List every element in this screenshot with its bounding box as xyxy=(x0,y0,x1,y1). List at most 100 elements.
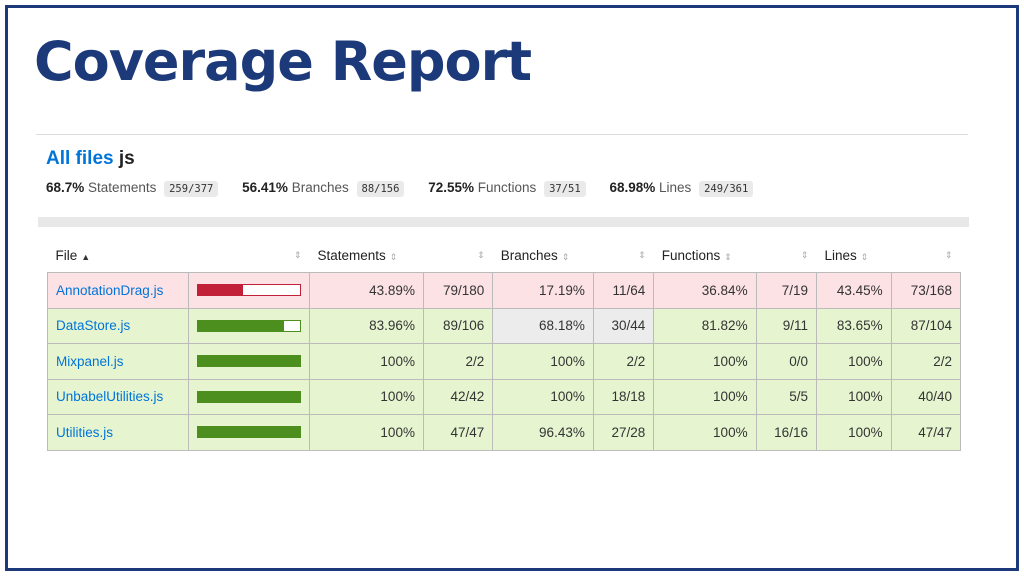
col-statements-frac-header[interactable]: ⇕ xyxy=(423,238,493,273)
branches-fraction: 11/64 xyxy=(592,272,655,309)
summary-label: Branches xyxy=(291,180,349,195)
col-lines-frac-header[interactable]: ⇕ xyxy=(891,238,961,273)
file-link[interactable]: Mixpanel.js xyxy=(47,343,189,380)
coverage-bar-cell xyxy=(188,307,310,344)
coverage-bar xyxy=(197,426,301,439)
statements-pct: 100% xyxy=(309,378,424,415)
coverage-bar-cell xyxy=(188,343,310,380)
functions-pct: 36.84% xyxy=(653,272,757,309)
branches-fraction: 30/44 xyxy=(592,307,655,344)
coverage-bar-cell xyxy=(188,378,310,415)
lines-fraction: 40/40 xyxy=(890,378,962,415)
col-file-header[interactable]: File ▲ xyxy=(47,238,189,273)
summary-pct: 68.7% xyxy=(46,180,85,195)
header-label: Branches xyxy=(500,247,558,263)
table-row: Utilities.js 100% 47/47 96.43% 27/28 100% 16/1… xyxy=(47,414,962,451)
summary-fraction: 259/377 xyxy=(164,181,219,197)
coverage-bar-cell xyxy=(188,414,310,451)
coverage-bar-cell xyxy=(188,272,310,309)
functions-pct: 100% xyxy=(653,378,757,415)
coverage-bar-fill xyxy=(198,427,300,438)
branches-fraction: 27/28 xyxy=(592,414,655,451)
coverage-bar xyxy=(197,390,301,403)
lines-pct: 43.45% xyxy=(815,272,892,309)
col-branches-header[interactable]: Branches ⇕ xyxy=(492,238,594,273)
statements-fraction: 42/42 xyxy=(422,378,494,415)
summary-label: Statements xyxy=(88,180,157,195)
file-link[interactable]: UnbabelUtilities.js xyxy=(47,378,189,415)
statements-pct: 43.89% xyxy=(309,272,424,309)
coverage-bar xyxy=(197,284,301,297)
table-row: DataStore.js 83.96% 89/106 68.18% 30/44 81.82… xyxy=(47,307,962,344)
statements-pct: 100% xyxy=(309,343,424,380)
summary-pct: 68.98% xyxy=(609,180,656,195)
table-row: Mixpanel.js 100% 2/2 100% 2/2 100% 0/0 100% 2/2 xyxy=(47,343,962,380)
statements-pct: 100% xyxy=(309,414,424,451)
statements-fraction: 2/2 xyxy=(422,343,494,380)
file-link[interactable]: Utilities.js xyxy=(47,414,189,451)
header-label: File xyxy=(55,247,78,263)
lines-fraction: 47/47 xyxy=(890,414,962,451)
summary-lines: 68.98% Lines 249/361 xyxy=(609,180,754,197)
breadcrumb-current: js xyxy=(118,148,135,169)
functions-fraction: 9/11 xyxy=(755,307,817,344)
col-functions-header[interactable]: Functions ⇕ xyxy=(653,238,757,273)
header-label: Lines xyxy=(824,247,857,263)
header-label: Functions xyxy=(661,247,721,263)
breadcrumb-all-files-link[interactable]: All files xyxy=(46,148,114,169)
col-file-bar-header[interactable]: ⇕ xyxy=(188,238,310,273)
coverage-bar xyxy=(197,355,301,368)
summary-branches: 56.41% Branches 88/156 xyxy=(242,180,405,197)
summary-statements: 68.7% Statements 259/377 xyxy=(46,180,219,197)
coverage-table: File ▲ ⇕ Statements ⇕ ⇕ Branches ⇕ ⇕ Functi… xyxy=(47,238,962,451)
summary-fraction: 249/361 xyxy=(699,181,754,197)
statements-fraction: 47/47 xyxy=(422,414,494,451)
sort-asc-icon: ▲ xyxy=(81,251,91,262)
sort-icon: ⇕ xyxy=(860,251,869,262)
sort-icon: ⇕ xyxy=(561,251,570,262)
lines-fraction: 87/104 xyxy=(890,307,962,344)
header-label: Statements xyxy=(317,247,386,263)
coverage-bar-fill xyxy=(198,391,300,402)
file-link[interactable]: DataStore.js xyxy=(47,307,189,344)
branches-pct: 17.19% xyxy=(492,272,594,309)
col-functions-frac-header[interactable]: ⇕ xyxy=(756,238,817,273)
summary-fraction: 88/156 xyxy=(356,181,405,197)
branches-pct: 68.18% xyxy=(492,307,594,344)
coverage-bar xyxy=(197,319,301,332)
summary-pct: 72.55% xyxy=(428,180,475,195)
functions-fraction: 5/5 xyxy=(755,378,817,415)
divider xyxy=(36,134,968,135)
sort-icon: ⇕ xyxy=(477,249,485,260)
summary-label: Lines xyxy=(659,180,692,195)
branches-pct: 96.43% xyxy=(492,414,594,451)
branches-pct: 100% xyxy=(492,378,594,415)
lines-fraction: 73/168 xyxy=(890,272,962,309)
sort-icon: ⇕ xyxy=(389,251,398,262)
summary-pct: 56.41% xyxy=(242,180,288,195)
col-statements-header[interactable]: Statements ⇕ xyxy=(309,238,424,273)
lines-fraction: 2/2 xyxy=(890,343,962,380)
functions-pct: 81.82% xyxy=(653,307,757,344)
coverage-bar-fill xyxy=(198,285,243,296)
coverage-summary: 68.7% Statements 259/377 56.41% Branches… xyxy=(46,180,773,197)
sort-icon: ⇕ xyxy=(800,249,809,260)
sort-icon: ⇕ xyxy=(944,249,953,260)
sort-icon: ⇕ xyxy=(724,251,732,262)
branches-fraction: 2/2 xyxy=(592,343,655,380)
functions-fraction: 0/0 xyxy=(755,343,817,380)
summary-functions: 72.55% Functions 37/51 xyxy=(428,180,586,197)
statements-fraction: 89/106 xyxy=(422,307,494,344)
statements-pct: 83.96% xyxy=(309,307,424,344)
coverage-bar-fill xyxy=(198,356,300,367)
functions-fraction: 7/19 xyxy=(755,272,817,309)
table-row: AnnotationDrag.js 43.89% 79/180 17.19% 11/64… xyxy=(47,272,962,309)
col-branches-frac-header[interactable]: ⇕ xyxy=(593,238,654,273)
functions-pct: 100% xyxy=(653,414,757,451)
lines-pct: 83.65% xyxy=(815,307,892,344)
col-lines-header[interactable]: Lines ⇕ xyxy=(816,238,892,273)
sort-icon: ⇕ xyxy=(638,249,646,260)
lines-pct: 100% xyxy=(815,343,892,380)
file-link[interactable]: AnnotationDrag.js xyxy=(47,272,189,309)
page-title: Coverage Report xyxy=(34,30,532,93)
